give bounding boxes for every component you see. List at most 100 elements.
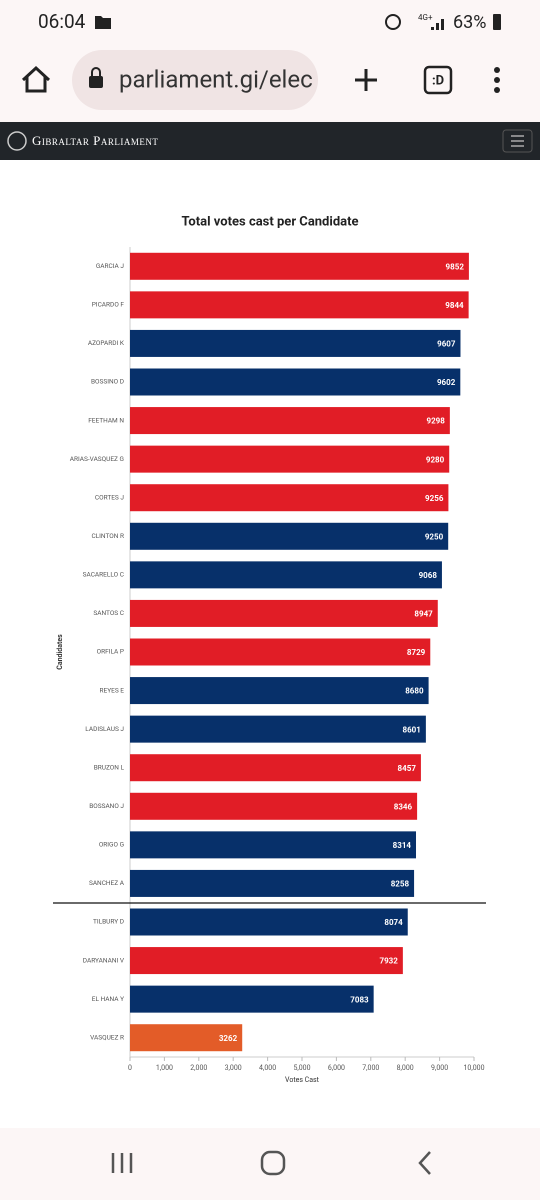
y-tick-label: DARYANANI V [83, 956, 125, 964]
value-label: 8457 [398, 764, 417, 773]
home-nav-button[interactable] [260, 1150, 286, 1176]
y-tick-label: BOSSINO D [91, 378, 124, 386]
tabs-label: :D [432, 73, 444, 88]
x-tick-label: 1,000 [156, 1064, 173, 1072]
value-label: 9250 [425, 532, 444, 541]
bar [130, 368, 461, 396]
site-logo [7, 131, 27, 151]
y-axis-label: Candidates [56, 634, 64, 670]
value-label: 7932 [380, 957, 399, 966]
value-label: 9852 [446, 262, 465, 271]
lock-shackle [91, 67, 101, 76]
x-tick-label: 0 [128, 1064, 132, 1072]
value-label: 9607 [437, 340, 456, 349]
x-tick-label: 5,000 [293, 1064, 310, 1072]
bar [130, 715, 426, 743]
x-tick-label: 3,000 [225, 1064, 242, 1072]
bar [130, 792, 418, 820]
value-label: 9280 [426, 455, 445, 464]
status-time: 06:04 [38, 10, 86, 33]
tabs-button[interactable] [423, 65, 453, 95]
signal-icon [431, 19, 444, 30]
recents-button[interactable] [111, 1153, 133, 1173]
bar [130, 947, 403, 975]
bar [130, 831, 417, 859]
x-tick-label: 4,000 [259, 1064, 276, 1072]
x-tick-label: 6,000 [328, 1064, 345, 1072]
x-tick-label: 8,000 [397, 1064, 414, 1072]
value-label: 9256 [425, 494, 444, 503]
bar [130, 638, 431, 666]
bar [130, 677, 429, 705]
y-tick-label: BRUZON L [94, 763, 125, 771]
value-label: 8346 [394, 802, 413, 811]
x-axis-label: Votes Cast [285, 1076, 320, 1084]
bar [130, 291, 469, 319]
bar [130, 252, 469, 280]
battery-level: 63% [453, 12, 486, 33]
y-tick-label: ORIGO G [99, 841, 124, 849]
value-label: 8314 [393, 841, 412, 850]
home-button[interactable] [21, 65, 51, 93]
y-tick-label: EL HANA Y [92, 995, 124, 1003]
value-label: 9068 [419, 571, 438, 580]
y-tick-label: CORTES J [95, 493, 124, 501]
site-header [0, 122, 540, 160]
x-tick-label: 7,000 [362, 1064, 379, 1072]
nav-toggle[interactable] [502, 129, 533, 153]
new-tab-button[interactable] [355, 69, 377, 91]
value-label: 8729 [407, 648, 426, 657]
url-text[interactable]: parliament.gi/elec [119, 65, 313, 93]
value-label: 8258 [391, 880, 410, 889]
y-tick-label: VASQUEZ R [90, 1033, 124, 1041]
bar [130, 985, 374, 1013]
y-tick-label: LADISLAUS J [85, 725, 124, 733]
nav-toggle-icon [511, 135, 524, 147]
y-tick-label: FEETHAM N [88, 416, 124, 424]
nav-bar [0, 1128, 540, 1200]
y-tick-label: REYES E [100, 686, 125, 694]
y-tick-label: ORFILA P [97, 648, 124, 656]
folder-icon [95, 16, 111, 29]
site-title[interactable]: Gibraltar Parliament [32, 133, 158, 148]
value-label: 9298 [426, 417, 445, 426]
bar [130, 484, 449, 512]
value-label: 7083 [350, 995, 369, 1004]
y-tick-label: PICARDO F [92, 301, 125, 309]
x-tick-label: 10,000 [463, 1064, 484, 1072]
y-tick-label: ARIAS-VASQUEZ G [70, 455, 124, 463]
alarm-icon [385, 14, 401, 30]
y-tick-label: SACARELLO C [83, 571, 124, 579]
bar [130, 869, 415, 897]
x-tick-label: 2,000 [190, 1064, 207, 1072]
menu-button[interactable] [494, 67, 500, 93]
bar [130, 908, 408, 936]
bar [130, 522, 449, 550]
value-label: 8601 [403, 725, 421, 734]
bar [130, 754, 421, 782]
value-label: 8947 [414, 610, 433, 619]
y-tick-label: AZOPARDI K [88, 339, 125, 347]
y-tick-label: BOSSANO J [89, 802, 124, 810]
bar [130, 561, 442, 589]
bar [130, 445, 450, 473]
bar [130, 407, 450, 435]
y-tick-label: CLINTON R [91, 532, 124, 540]
y-tick-label: GARCIA J [96, 262, 125, 270]
lock-icon [89, 76, 103, 88]
network-type: 4G+ [418, 13, 433, 22]
y-tick-label: TILBURY D [93, 918, 124, 926]
value-label: 9602 [437, 378, 456, 387]
url-bar[interactable] [72, 50, 318, 110]
x-tick-label: 9,000 [431, 1064, 448, 1072]
plot: 0 1,000 2,000 3,000 4,000 5,000 6,000 7,000 8,00… [70, 247, 485, 1072]
chart-title: Total votes cast per Candidate [181, 214, 358, 229]
y-tick-label: SANCHEZ A [89, 879, 125, 887]
back-button[interactable] [418, 1151, 431, 1175]
y-tick-label: SANTOS C [93, 609, 124, 617]
bar [130, 1024, 243, 1052]
value-label: 9844 [445, 301, 464, 310]
bar [130, 599, 438, 627]
value-label: 8074 [384, 918, 403, 927]
